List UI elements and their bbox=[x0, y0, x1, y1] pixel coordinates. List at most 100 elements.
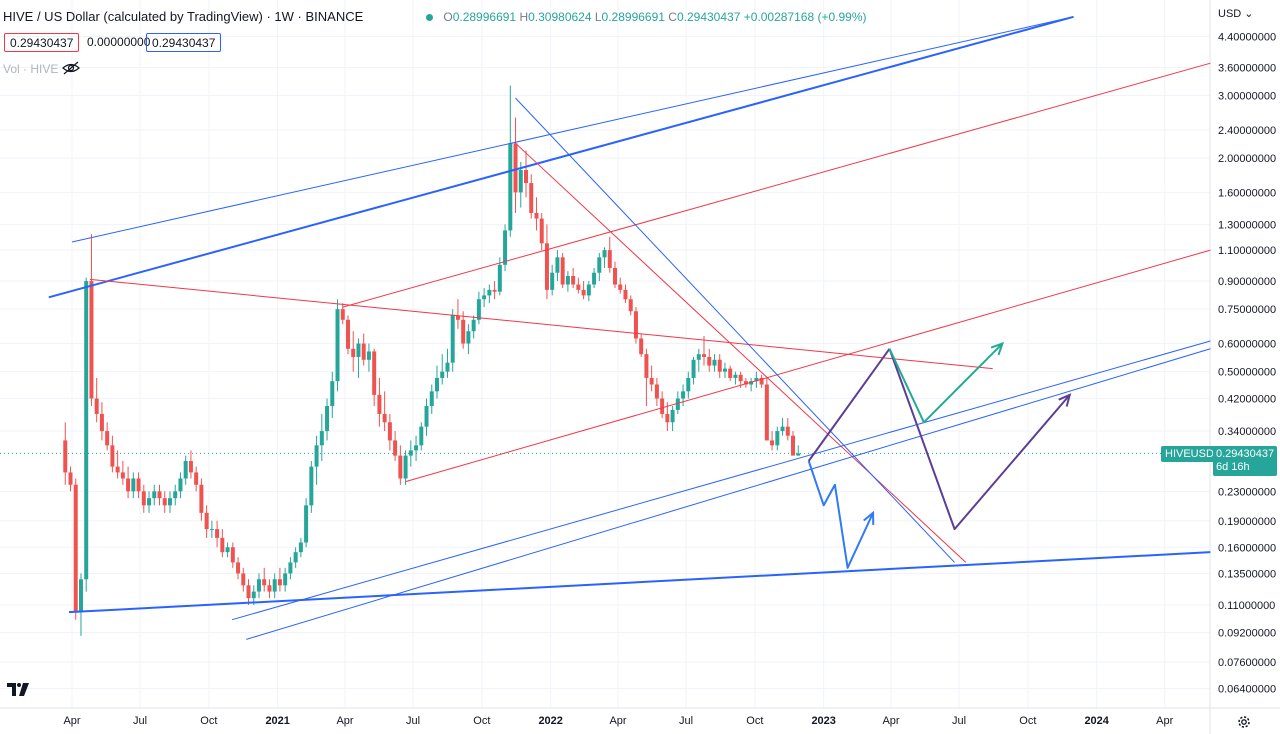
candle-body bbox=[136, 478, 141, 492]
red-channel-upper bbox=[342, 62, 1211, 308]
candle-body bbox=[246, 585, 251, 599]
candle-body bbox=[372, 351, 377, 395]
tradingview-logo-icon[interactable] bbox=[6, 680, 30, 698]
eye-off-icon[interactable] bbox=[62, 60, 80, 76]
candle-body bbox=[241, 573, 246, 586]
sell-price-chip[interactable]: 0.29430437 bbox=[4, 33, 80, 52]
blue-bottom-support bbox=[68, 551, 1211, 614]
candle-body bbox=[110, 445, 115, 467]
candle-body bbox=[497, 264, 502, 292]
x-tick-label: 2023 bbox=[811, 715, 835, 727]
buy-price-chip[interactable]: 0.29430437 bbox=[146, 33, 222, 52]
y-tick-label: 2.00000000 bbox=[1218, 153, 1276, 165]
candle-body bbox=[152, 491, 157, 499]
y-tick-label: 3.00000000 bbox=[1218, 91, 1276, 103]
candle-body bbox=[84, 281, 89, 580]
candle-body bbox=[780, 426, 785, 432]
candle-body bbox=[314, 445, 319, 467]
y-tick-label: 0.07600000 bbox=[1218, 657, 1276, 669]
candle-body bbox=[361, 343, 366, 360]
candle-body bbox=[539, 218, 544, 244]
candle-body bbox=[356, 343, 361, 357]
y-tick-label: 0.60000000 bbox=[1218, 339, 1276, 351]
x-tick-label: 2022 bbox=[538, 715, 562, 727]
candle-body bbox=[157, 491, 162, 499]
candle-body bbox=[534, 212, 539, 219]
candle-body bbox=[785, 426, 790, 436]
last-price-label: 0.29430437 6d 16h bbox=[1213, 446, 1277, 476]
candle-body bbox=[639, 338, 644, 355]
candle-body bbox=[691, 359, 696, 378]
x-tick-label: Apr bbox=[609, 715, 626, 727]
candle-body bbox=[450, 315, 455, 363]
volume-label: Vol · HIVE bbox=[3, 62, 59, 76]
candle-body bbox=[518, 170, 523, 193]
candle-body bbox=[508, 143, 513, 231]
candle-body bbox=[576, 284, 581, 290]
candle-body bbox=[387, 422, 392, 441]
x-tick-label: Apr bbox=[336, 715, 353, 727]
blue-upper-channel-thin bbox=[71, 16, 1074, 243]
candle-body bbox=[743, 381, 748, 385]
candle-body bbox=[775, 431, 780, 446]
y-tick-label: 1.60000000 bbox=[1218, 187, 1276, 199]
candle-body bbox=[330, 381, 335, 407]
open-value: 0.28996691 bbox=[452, 10, 517, 24]
candle-body bbox=[204, 512, 209, 530]
y-tick-label: 0.50000000 bbox=[1218, 367, 1276, 379]
y-tick-label: 3.60000000 bbox=[1218, 62, 1276, 74]
candle-body bbox=[466, 331, 471, 344]
low-value: 0.28996691 bbox=[601, 10, 665, 24]
candle-body bbox=[791, 435, 796, 456]
blue-bear-path bbox=[807, 460, 874, 569]
candle-body bbox=[722, 368, 727, 372]
y-tick-label: 0.16000000 bbox=[1218, 542, 1276, 554]
x-tick-label: Jul bbox=[679, 715, 693, 727]
symbol-badge: HIVEUSD bbox=[1161, 446, 1218, 462]
candle-body bbox=[796, 453, 801, 456]
gear-icon[interactable] bbox=[1236, 714, 1252, 730]
candle-body bbox=[131, 478, 136, 492]
candle-body bbox=[424, 406, 429, 427]
candle-body bbox=[272, 579, 277, 592]
candle-body bbox=[681, 391, 686, 399]
candle-body bbox=[147, 498, 152, 506]
candle-body bbox=[335, 309, 340, 382]
candle-body bbox=[597, 257, 602, 273]
x-tick-label: Apr bbox=[63, 715, 80, 727]
candle-body bbox=[178, 478, 183, 492]
candle-body bbox=[78, 579, 83, 613]
candle-body bbox=[162, 498, 167, 506]
candle-body bbox=[414, 445, 419, 451]
candle-body bbox=[440, 371, 445, 378]
candle-body bbox=[256, 579, 261, 592]
high-label: H bbox=[519, 10, 529, 24]
ohlc-values: O0.28996691 H0.30980624 L0.28996691 C0.2… bbox=[420, 10, 866, 24]
candle-body bbox=[403, 455, 408, 479]
candle-body bbox=[120, 472, 125, 479]
candle-body bbox=[529, 183, 534, 213]
candle-body bbox=[167, 498, 172, 506]
low-label: L bbox=[594, 10, 602, 24]
candle-body bbox=[660, 398, 665, 414]
candle-body bbox=[665, 413, 670, 423]
candle-body bbox=[283, 573, 288, 586]
candle-body bbox=[293, 552, 298, 563]
candle-body bbox=[633, 311, 638, 339]
candle-body bbox=[298, 542, 303, 553]
purple-zigzag-arrowhead bbox=[1058, 393, 1072, 407]
x-tick-label: Apr bbox=[1156, 715, 1173, 727]
blue-rising-support-1 bbox=[231, 340, 1211, 621]
candle-body bbox=[99, 413, 104, 432]
candle-body bbox=[544, 243, 549, 290]
candle-body bbox=[230, 547, 235, 563]
candle-body bbox=[524, 170, 529, 184]
x-tick-label: Jul bbox=[952, 715, 966, 727]
candle-body bbox=[560, 257, 565, 285]
candle-body bbox=[225, 547, 230, 553]
blue-rising-support-2 bbox=[246, 348, 1211, 640]
currency-selector[interactable]: USD ⌄ bbox=[1218, 7, 1254, 20]
candle-body bbox=[649, 377, 654, 385]
candle-body bbox=[73, 484, 78, 613]
